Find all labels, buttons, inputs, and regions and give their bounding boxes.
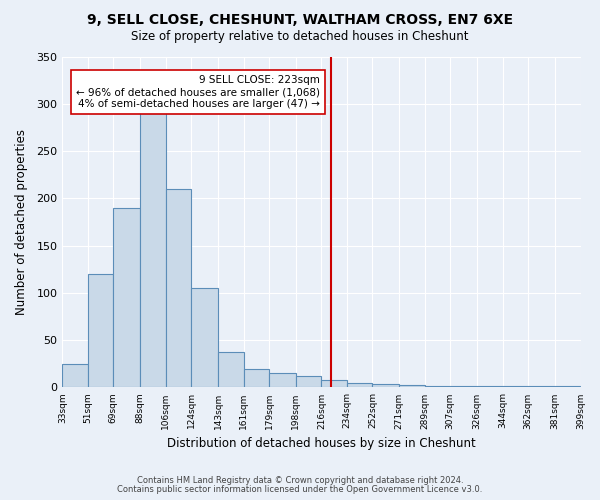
Bar: [450, 386, 477, 388]
Text: Contains public sector information licensed under the Open Government Licence v3: Contains public sector information licen…: [118, 484, 482, 494]
Bar: [140, 108, 166, 388]
Bar: [425, 386, 450, 388]
Text: 9, SELL CLOSE, CHESHUNT, WALTHAM CROSS, EN7 6XE: 9, SELL CLOSE, CHESHUNT, WALTHAM CROSS, …: [87, 12, 513, 26]
Bar: [322, 380, 347, 388]
Bar: [218, 352, 244, 388]
Bar: [166, 189, 191, 388]
Bar: [373, 384, 399, 388]
Bar: [399, 384, 425, 388]
Bar: [88, 274, 113, 388]
Bar: [503, 386, 528, 388]
X-axis label: Distribution of detached houses by size in Cheshunt: Distribution of detached houses by size …: [167, 437, 476, 450]
Text: Size of property relative to detached houses in Cheshunt: Size of property relative to detached ho…: [131, 30, 469, 43]
Bar: [269, 373, 296, 388]
Bar: [477, 386, 503, 388]
Y-axis label: Number of detached properties: Number of detached properties: [15, 129, 28, 315]
Text: 9 SELL CLOSE: 223sqm
← 96% of detached houses are smaller (1,068)
4% of semi-det: 9 SELL CLOSE: 223sqm ← 96% of detached h…: [76, 76, 320, 108]
Bar: [244, 368, 269, 388]
Text: Contains HM Land Registry data © Crown copyright and database right 2024.: Contains HM Land Registry data © Crown c…: [137, 476, 463, 485]
Bar: [62, 364, 88, 388]
Bar: [296, 376, 322, 388]
Bar: [113, 208, 140, 388]
Bar: [347, 382, 373, 388]
Bar: [191, 288, 218, 388]
Bar: [555, 386, 580, 388]
Bar: [528, 386, 555, 388]
